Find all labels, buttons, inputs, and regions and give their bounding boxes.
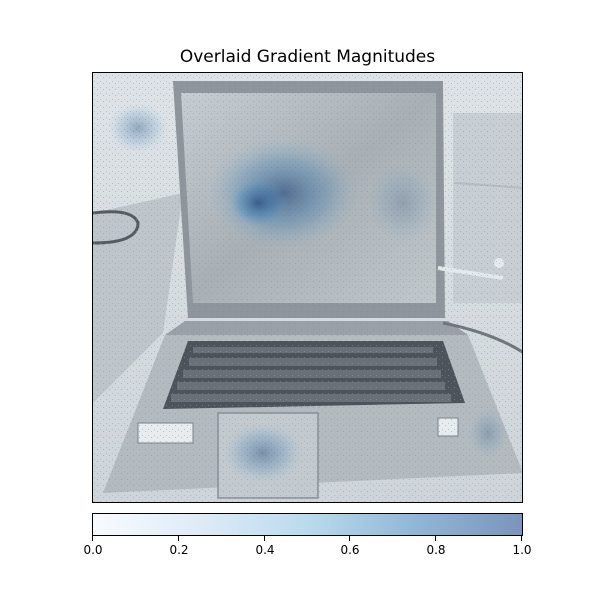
figure-title: Overlaid Gradient Magnitudes [179, 47, 436, 67]
colorbar-tick [178, 536, 179, 541]
colorbar-gradient [93, 514, 522, 535]
colorbar-tick-label: 0.8 [426, 543, 446, 557]
colorbar-tick [264, 536, 265, 541]
colorbar-tick [92, 536, 93, 541]
colorbar-tick-label: 0.0 [83, 543, 103, 557]
colorbar-tick [435, 536, 436, 541]
colorbar-tick [349, 536, 350, 541]
colorbar-tick-label: 1.0 [512, 543, 532, 557]
laptop-photo [93, 73, 522, 502]
colorbar [92, 513, 523, 536]
image-panel [92, 72, 523, 503]
colorbar-tick-label: 0.2 [169, 543, 189, 557]
colorbar-tick-label: 0.4 [255, 543, 275, 557]
colorbar-tick [521, 536, 522, 541]
colorbar-tick-label: 0.6 [340, 543, 360, 557]
